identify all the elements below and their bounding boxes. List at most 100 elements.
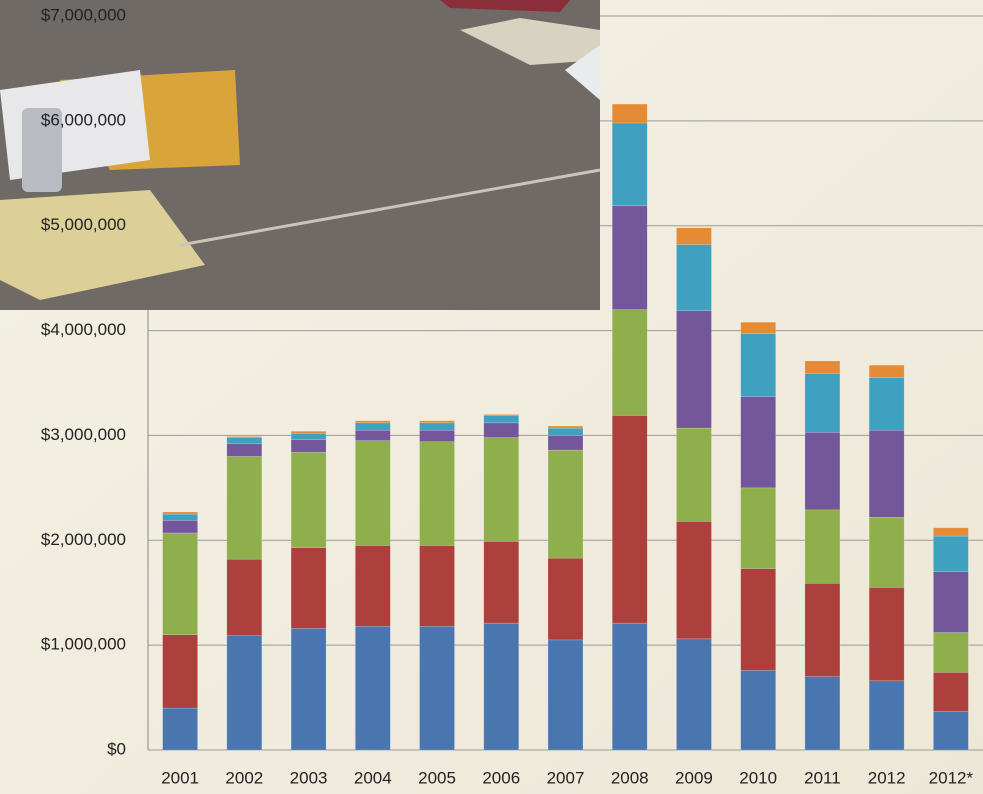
bar-segment xyxy=(740,670,776,751)
bar-segment xyxy=(290,430,327,434)
bar-segment xyxy=(290,439,327,453)
bar-segment xyxy=(290,433,327,440)
x-tick-label: 2007 xyxy=(547,768,585,787)
bar-segment xyxy=(419,429,455,442)
bar-segment xyxy=(740,333,776,397)
bar-segment xyxy=(676,521,712,640)
x-tick-label: 2004 xyxy=(354,768,392,787)
x-tick-label: 2012 xyxy=(868,768,906,787)
x-tick-label: 2001 xyxy=(161,768,199,787)
bar-segment xyxy=(868,680,905,751)
bar-segment xyxy=(162,511,198,515)
bar-segment xyxy=(740,321,776,334)
bar-segment xyxy=(483,414,520,416)
bar-segment xyxy=(676,244,712,311)
bar-segment xyxy=(804,509,841,584)
bar-segment xyxy=(162,532,198,635)
y-tick-label: $6,000,000 xyxy=(41,110,126,129)
bar-segment xyxy=(547,639,584,751)
bar-segment xyxy=(740,396,776,489)
bar-segment xyxy=(226,635,263,751)
bar-segment xyxy=(547,557,584,641)
bar-segment xyxy=(290,628,327,751)
y-tick-label: $2,000,000 xyxy=(41,530,126,549)
bar-segment xyxy=(868,429,905,518)
bar-segment xyxy=(868,377,905,431)
bar-segment xyxy=(676,427,712,522)
bar-segment xyxy=(676,310,712,429)
bar-segment xyxy=(226,558,263,636)
bar-segment xyxy=(676,638,712,751)
bar-segment xyxy=(162,634,198,709)
bar-segment xyxy=(483,622,520,751)
bar-segment xyxy=(740,487,776,569)
bar-segment xyxy=(290,547,327,629)
x-tick-label: 2005 xyxy=(418,768,456,787)
bar-segment xyxy=(162,707,198,751)
bar-segment xyxy=(355,422,391,431)
bar-segment xyxy=(162,520,198,534)
bar-segment xyxy=(226,436,263,438)
bar-segment xyxy=(355,420,391,424)
x-tick-label: 2010 xyxy=(739,768,777,787)
x-tick-label: 2006 xyxy=(482,768,520,787)
bar-segment xyxy=(547,425,584,429)
bar-segment xyxy=(676,227,712,245)
bar-segment xyxy=(933,632,969,673)
bar-segment xyxy=(868,364,905,379)
bar-segment xyxy=(933,571,969,633)
bar-segment xyxy=(933,672,969,712)
bar-segment xyxy=(933,535,969,572)
y-tick-label: $3,000,000 xyxy=(41,425,126,444)
bar-segment xyxy=(226,437,263,445)
bar-segment xyxy=(611,205,648,310)
bar-segment xyxy=(483,415,520,424)
bar-segment xyxy=(611,415,648,624)
x-tick-label: 2003 xyxy=(290,768,328,787)
bar-segment xyxy=(419,545,455,627)
y-tick-label: $7,000,000 xyxy=(41,5,126,24)
bar-segment xyxy=(290,451,327,548)
bar-segment xyxy=(547,449,584,559)
bar-segment xyxy=(547,435,584,451)
bar-segment xyxy=(355,440,391,546)
y-tick-label: $0 xyxy=(107,739,126,758)
bar-segment xyxy=(483,422,520,438)
bar-segment xyxy=(804,360,841,374)
bar-segment xyxy=(868,587,905,682)
bar-segment xyxy=(419,626,455,751)
bar-segment xyxy=(933,710,969,751)
x-tick-label: 2011 xyxy=(804,768,841,787)
bar-segment xyxy=(483,437,520,542)
bar-segment xyxy=(355,545,391,627)
bar-segment xyxy=(226,443,263,457)
bar-segment xyxy=(804,583,841,677)
y-tick-label: $4,000,000 xyxy=(41,320,126,339)
bar-segment xyxy=(868,516,905,588)
bar-segment xyxy=(419,441,455,546)
bar-segment xyxy=(611,103,648,124)
y-tick-label: $1,000,000 xyxy=(41,635,126,654)
bar-segment xyxy=(804,676,841,751)
x-tick-label: 2002 xyxy=(225,768,263,787)
bar-segment xyxy=(483,541,520,624)
bar-segment xyxy=(804,432,841,511)
bar-segment xyxy=(740,568,776,671)
bar-segment xyxy=(804,373,841,433)
y-tick-label: $5,000,000 xyxy=(41,215,126,234)
bar-segment xyxy=(611,122,648,207)
bar-segment xyxy=(547,427,584,436)
bar-segment xyxy=(933,527,969,537)
bar-segment xyxy=(419,422,455,431)
x-tick-label: 2008 xyxy=(611,768,649,787)
photo-inset xyxy=(0,0,601,310)
bar-segment xyxy=(355,626,391,751)
bar-segment xyxy=(162,513,198,521)
bar-segment xyxy=(419,420,455,424)
bar-segment xyxy=(355,429,391,441)
bar-segment xyxy=(226,456,263,560)
bar-segment xyxy=(611,622,648,751)
bar-segment xyxy=(611,309,648,416)
x-tick-label: 2009 xyxy=(675,768,713,787)
